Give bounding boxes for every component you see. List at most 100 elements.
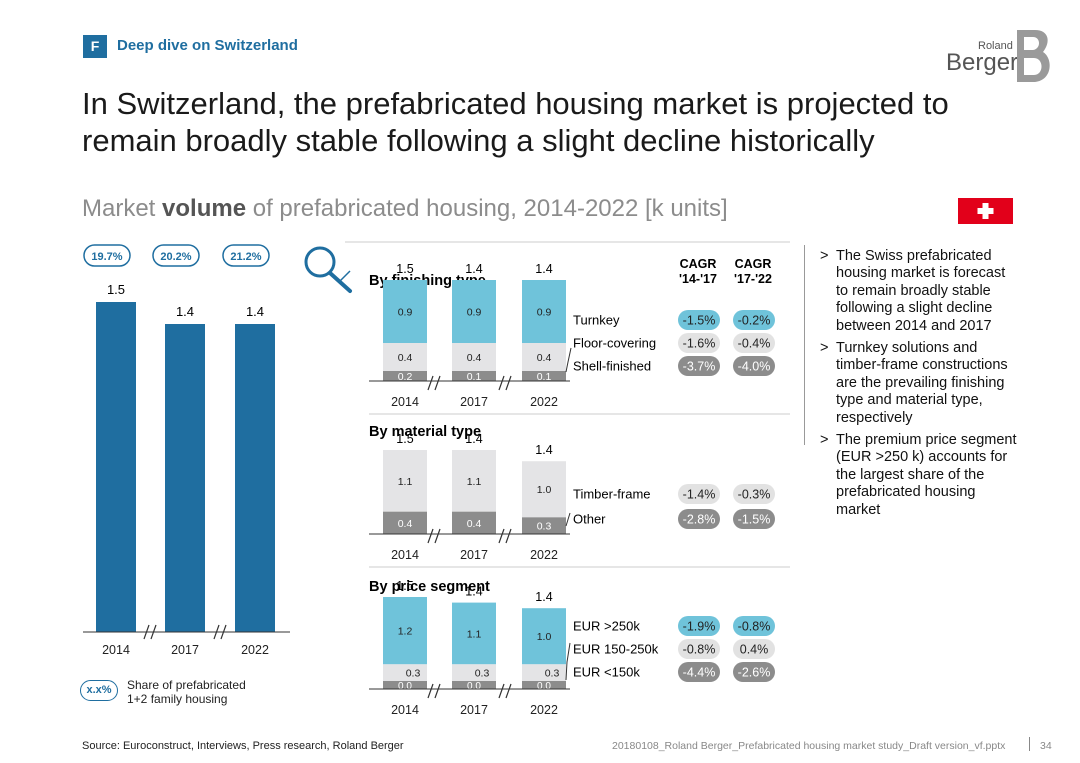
segment-EUR 150-250k	[522, 664, 566, 681]
subtitle-part1: Market	[82, 195, 163, 222]
segment-value-label: 1.0	[537, 484, 552, 496]
magnifier-pointer-icon	[338, 270, 351, 283]
cagr-header-1: CAGR	[680, 257, 717, 271]
cagr-17-22-pill-bg	[733, 484, 775, 504]
cagr-17-22-pill-bg	[733, 356, 775, 376]
cagr-14-17-pill: -3.7%	[683, 360, 716, 374]
segment-value-label: 0.1	[467, 371, 482, 383]
series-name-label: Shell-finished	[573, 359, 651, 374]
segment-Timber-frame	[452, 450, 496, 512]
segment-EUR 150-250k	[452, 664, 496, 681]
segment-value-label: 0.4	[537, 352, 552, 364]
segment-Timber-frame	[383, 450, 427, 512]
cagr-14-17-pill: -1.4%	[683, 488, 716, 502]
cagr-17-22-pill: -4.0%	[738, 360, 771, 374]
cagr-14-17-pill-bg	[678, 310, 720, 330]
cagr-14-17-pill-bg	[678, 333, 720, 353]
share-legend-text: Share of prefabricated 1+2 family housin…	[127, 678, 246, 706]
segment-value-label: 0.4	[398, 518, 413, 530]
segment-Other	[383, 511, 427, 534]
series-name-label: EUR >250k	[573, 619, 640, 634]
panel-x-tick-label: 2014	[391, 548, 419, 562]
segment-value-label: 0.0	[398, 681, 412, 692]
segment-value-label: 0.4	[398, 352, 413, 364]
share-pill-label: 19.7%	[91, 251, 122, 263]
segment-Turnkey	[522, 280, 566, 343]
panel-total-label: 1.4	[465, 432, 482, 446]
cagr-17-22-pill: 0.4%	[740, 643, 769, 657]
cagr-17-22-pill: -0.2%	[738, 314, 771, 328]
cagr-17-22-pill-bg	[733, 333, 775, 353]
source-note: Source: Euroconstruct, Interviews, Press…	[82, 740, 404, 752]
axis-break-mark	[427, 683, 441, 699]
panel-total-label: 1.5	[396, 432, 413, 446]
share-pill	[83, 244, 131, 267]
panel-x-tick-label: 2022	[530, 703, 558, 717]
panel-total-label: 1.4	[535, 262, 552, 276]
panel-total-label: 1.4	[535, 590, 552, 604]
main-x-tick-label: 2014	[102, 643, 130, 657]
subtitle-bold: volume	[162, 195, 247, 222]
market-volume-chart: 1.5 2014 19.7% 1.4 2017 20.2% 1.4 2022 21.2% CAGR…	[83, 241, 790, 717]
panel-x-tick-label: 2022	[530, 548, 558, 562]
main-bar-2022	[235, 324, 275, 632]
segment-value-label: 1.1	[467, 476, 482, 488]
cagr-14-17-pill: -0.8%	[683, 643, 716, 657]
commentary-divider	[804, 245, 805, 445]
commentary-bullet: The Swiss prefabricated housing market i…	[820, 248, 1020, 335]
segment-Shell-finished	[383, 371, 427, 381]
axis-break-mark	[213, 624, 227, 640]
section-tag: F	[83, 35, 107, 58]
cagr-14-17-pill: -2.8%	[683, 513, 716, 527]
logo-text-top: Roland	[978, 40, 1013, 52]
main-bar-value-label: 1.4	[246, 304, 264, 319]
share-pill	[152, 244, 200, 267]
panel-x-tick-label: 2017	[460, 703, 488, 717]
cagr-header-2: CAGR	[735, 257, 772, 271]
cagr-17-22-pill: -0.4%	[738, 337, 771, 351]
series-name-label: EUR <150k	[573, 665, 640, 680]
main-bar-2017	[165, 324, 205, 632]
share-pill	[222, 244, 270, 267]
cagr-14-17-pill: -4.4%	[683, 666, 716, 680]
share-pill-label: 20.2%	[160, 251, 191, 263]
file-name: 20180108_Roland Berger_Prefabricated hou…	[612, 740, 1006, 752]
cagr-17-22-pill-bg	[733, 616, 775, 636]
magnifier-icon	[304, 246, 336, 278]
panel-title: By material type	[369, 424, 481, 440]
segment-value-label: 0.0	[467, 681, 481, 692]
cagr-17-22-pill-bg	[733, 509, 775, 529]
cagr-header-2-period: '17-'22	[734, 272, 772, 286]
axis-break-mark	[427, 375, 441, 391]
axis-break-mark	[498, 683, 512, 699]
swiss-flag-icon	[958, 198, 1013, 224]
panel-x-tick-label: 2014	[391, 703, 419, 717]
cagr-17-22-pill-bg	[733, 639, 775, 659]
series-name-label: EUR 150-250k	[573, 642, 659, 657]
section-title: Deep dive on Switzerland	[117, 37, 298, 54]
commentary-bullet: The premium price segment (EUR >250 k) a…	[820, 432, 1020, 519]
axis-break-mark	[498, 375, 512, 391]
segment-value-label: 0.9	[467, 307, 482, 319]
segment-Other	[522, 517, 566, 534]
cagr-14-17-pill-bg	[678, 509, 720, 529]
cagr-14-17-pill-bg	[678, 639, 720, 659]
leader-line	[565, 347, 572, 373]
main-bar-2014	[96, 302, 136, 632]
segment-Floor-covering	[522, 343, 566, 371]
series-name-label: Other	[573, 512, 606, 527]
segment-EUR <150k	[522, 681, 566, 689]
segment-value-label: 1.2	[398, 626, 413, 638]
panel-x-tick-label: 2017	[460, 395, 488, 409]
panel-total-label: 1.5	[396, 262, 413, 276]
segment-Shell-finished	[522, 371, 566, 381]
panel-total-label: 1.4	[465, 262, 482, 276]
panel-total-label: 1.4	[465, 585, 482, 599]
cagr-14-17-pill-bg	[678, 356, 720, 376]
segment-value-label: 0.1	[537, 371, 552, 383]
segment-value-label: 0.9	[537, 307, 552, 319]
panel-total-label: 1.4	[535, 443, 552, 457]
cagr-14-17-pill-bg	[678, 484, 720, 504]
segment-value-label: 0.2	[398, 371, 413, 383]
cagr-header-1-period: '14-'17	[679, 272, 717, 286]
